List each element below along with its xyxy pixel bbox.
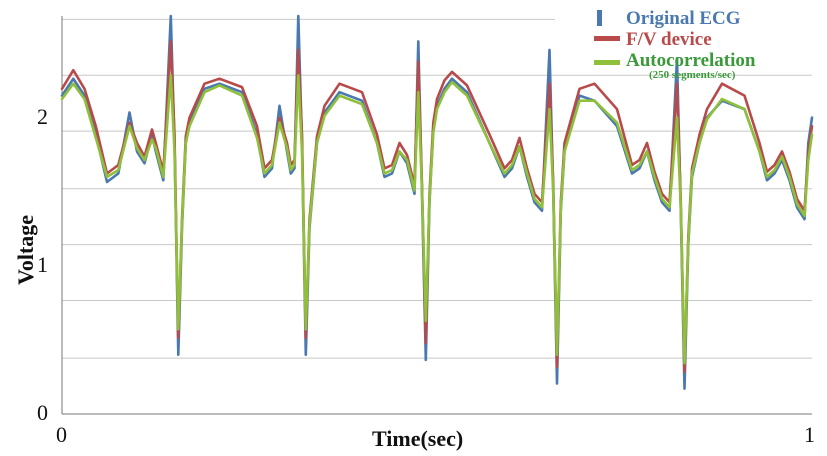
x-tick-label-0: 0 [56, 422, 67, 447]
legend-swatch-original-ecg [597, 10, 602, 26]
x-tick-label-1: 1 [804, 422, 815, 447]
series-layer [60, 14, 814, 390]
axes [61, 16, 812, 415]
legend-label-original-ecg: Original ECG [626, 8, 741, 29]
y-tick-label-1: 1 [37, 252, 48, 277]
y-tick-label-2: 2 [37, 104, 48, 129]
legend-swatch-fv-device [594, 36, 620, 41]
y-axis-label: Voltage [13, 215, 38, 285]
legend: Original ECG F/V device Autocorrelation … [594, 8, 756, 81]
legend-swatch-autocorrelation [594, 60, 620, 65]
legend-note: (250 segments/sec) [649, 69, 736, 81]
series-line-autocorrelation [60, 74, 814, 365]
legend-label-autocorrelation: Autocorrelation [626, 50, 756, 71]
y-tick-label-0: 0 [37, 400, 48, 425]
legend-label-fv-device: F/V device [626, 29, 712, 50]
tick-labels: 0 1 2 0 1 [37, 104, 815, 447]
x-axis-label: Time(sec) [372, 426, 463, 451]
